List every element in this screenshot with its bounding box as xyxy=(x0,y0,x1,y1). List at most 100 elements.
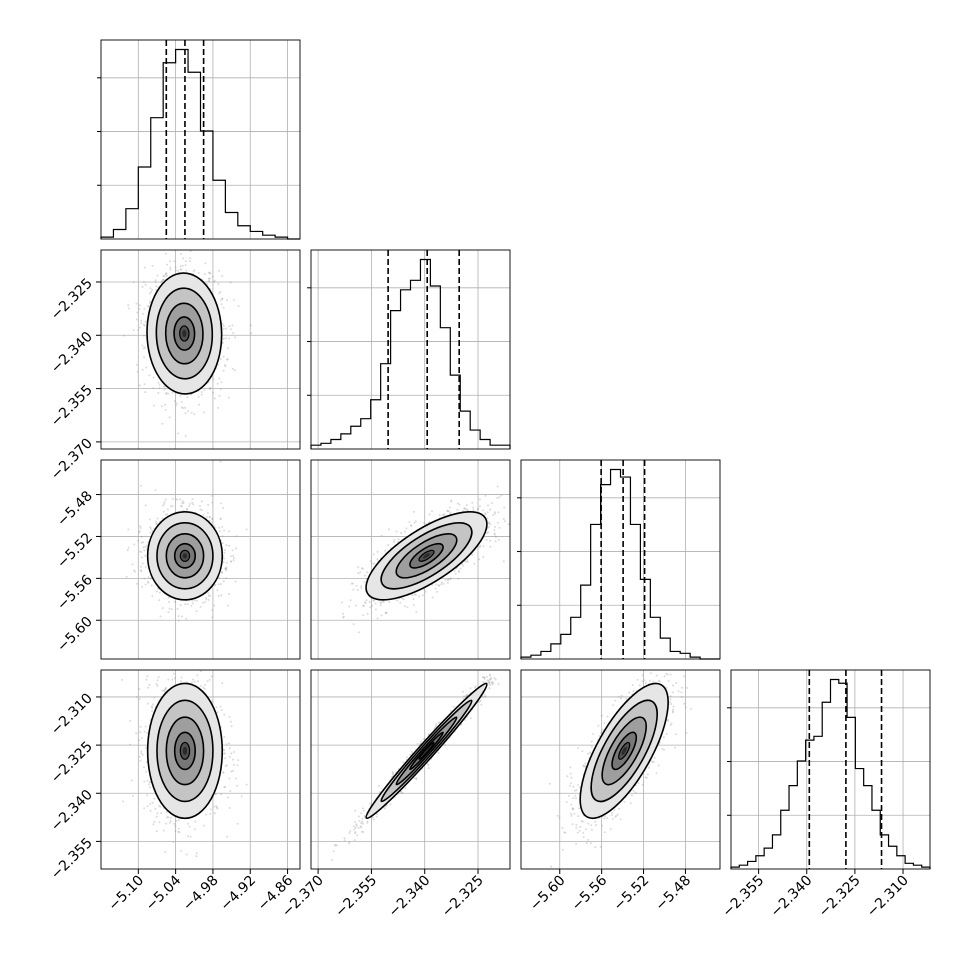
scatter-point xyxy=(158,821,161,824)
scatter-point xyxy=(143,577,146,580)
scatter-point xyxy=(153,797,156,800)
scatter-point xyxy=(222,355,225,358)
scatter-point xyxy=(135,363,138,366)
scatter-point xyxy=(192,270,195,273)
scatter-point xyxy=(236,784,239,787)
scatter-point xyxy=(137,539,140,542)
scatter-point xyxy=(216,589,219,591)
scatter-point xyxy=(132,281,135,284)
scatter-point xyxy=(232,554,235,557)
scatter-point xyxy=(191,678,194,681)
scatter-point xyxy=(225,544,228,547)
scatter-point xyxy=(179,394,182,397)
scatter-point xyxy=(177,269,179,272)
scatter-point xyxy=(182,407,185,410)
scatter-point xyxy=(149,531,152,534)
scatter-point xyxy=(144,545,147,548)
scatter-point xyxy=(180,400,183,403)
histogram-panel xyxy=(307,249,511,450)
scatter-point xyxy=(232,332,235,335)
scatter-point xyxy=(133,569,136,572)
scatter-point xyxy=(160,281,163,284)
scatter-point xyxy=(218,377,221,380)
scatter-point xyxy=(167,611,170,614)
scatter-point xyxy=(228,715,231,718)
scatter-point xyxy=(227,604,230,607)
scatter-point xyxy=(166,816,169,819)
scatter-point xyxy=(211,609,214,612)
scatter-point xyxy=(199,670,202,673)
scatter-point xyxy=(145,366,148,369)
scatter-point xyxy=(168,601,170,603)
scatter-point xyxy=(181,406,183,409)
scatter-point xyxy=(382,600,385,603)
scatter-point xyxy=(222,327,225,330)
scatter-point xyxy=(191,501,194,504)
scatter-point xyxy=(196,674,199,677)
scatter-point xyxy=(232,763,235,766)
scatter-point xyxy=(203,389,206,392)
scatter-point xyxy=(219,705,222,708)
scatter-point xyxy=(208,271,210,274)
scatter-point xyxy=(154,807,157,810)
scatter-point xyxy=(228,544,230,547)
scatter-point xyxy=(205,813,208,816)
scatter-point xyxy=(146,305,149,308)
scatter-point xyxy=(465,504,468,506)
scatter-point xyxy=(188,505,191,508)
scatter-point xyxy=(436,590,439,593)
scatter-point xyxy=(218,526,221,529)
scatter-point xyxy=(232,769,234,772)
scatter-point xyxy=(162,504,165,507)
scatter-point xyxy=(177,818,180,821)
scatter-point xyxy=(211,616,214,619)
scatter-point xyxy=(365,599,368,602)
scatter-point xyxy=(199,508,202,511)
scatter-point xyxy=(141,585,144,588)
scatter-point xyxy=(496,496,499,499)
scatter-point xyxy=(145,678,148,681)
scatter-point xyxy=(186,603,189,606)
scatter-point xyxy=(207,594,210,597)
scatter-point xyxy=(143,383,146,386)
scatter-point xyxy=(197,272,200,274)
scatter-point xyxy=(136,582,139,585)
scatter-point xyxy=(229,720,232,723)
scatter-point xyxy=(194,820,197,823)
scatter-point xyxy=(120,678,123,681)
scatter-point xyxy=(173,822,176,825)
scatter-point xyxy=(179,498,182,501)
scatter-point xyxy=(207,279,210,282)
scatter-point xyxy=(187,410,190,413)
scatter-point xyxy=(223,551,226,554)
scatter-frame xyxy=(100,249,301,450)
scatter-point xyxy=(162,385,165,388)
histogram-panel xyxy=(727,669,931,870)
scatter-point xyxy=(387,544,390,546)
scatter-point xyxy=(156,684,159,687)
scatter-point xyxy=(213,397,216,400)
scatter-point xyxy=(146,702,149,705)
scatter-point xyxy=(362,614,365,617)
scatter-point xyxy=(219,530,221,533)
scatter-point xyxy=(164,851,167,854)
scatter-point xyxy=(208,277,211,280)
scatter-point xyxy=(173,260,176,263)
scatter-point xyxy=(181,500,184,503)
scatter-point xyxy=(138,755,141,758)
scatter-point xyxy=(177,615,180,618)
scatter-point xyxy=(225,743,228,746)
scatter-point xyxy=(224,364,226,366)
scatter-point xyxy=(149,526,152,529)
scatter-point xyxy=(161,280,163,283)
scatter-point xyxy=(180,676,183,679)
scatter-point xyxy=(172,841,175,843)
scatter-point xyxy=(138,304,141,307)
scatter-point xyxy=(175,402,178,405)
scatter-point xyxy=(169,266,172,269)
scatter-point xyxy=(164,498,167,501)
scatter-point xyxy=(373,562,376,565)
scatter-point xyxy=(139,550,142,553)
scatter-point xyxy=(484,494,487,497)
scatter-point xyxy=(396,599,399,602)
